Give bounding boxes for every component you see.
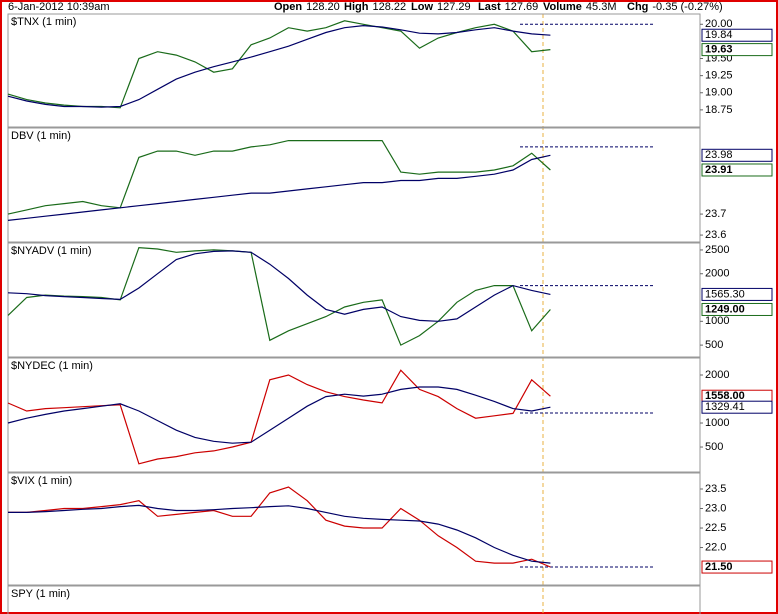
y-tick-label: 23.7 <box>705 208 726 220</box>
last-value-box <box>701 148 773 162</box>
last-value-label: 1329.41 <box>705 401 745 413</box>
header-label: Last <box>478 1 501 13</box>
last-value-label: 19.84 <box>705 29 733 41</box>
panel <box>7 242 701 358</box>
last-value-label: 23.91 <box>705 164 733 176</box>
last-value-label: 1558.00 <box>705 390 745 402</box>
y-tick-label: 1000 <box>705 315 729 327</box>
header-item: Chg -0.35 (-0.27%) <box>627 1 723 13</box>
last-value-label: 23.98 <box>705 149 733 161</box>
header-label: High <box>344 1 369 13</box>
y-tick-label: 1000 <box>705 417 729 429</box>
panel-title: DBV (1 min) <box>11 130 71 142</box>
header-item: High 128.22 <box>344 1 406 13</box>
header-item: Last 127.69 <box>478 1 538 13</box>
price-line <box>7 140 551 215</box>
last-value-box <box>701 43 773 57</box>
y-tick-label: 22.5 <box>705 522 726 534</box>
last-value-box <box>701 287 773 301</box>
header-value: 128.20 <box>306 1 340 13</box>
panel-title: SPY (1 min) <box>11 588 70 600</box>
panel-title: $VIX (1 min) <box>11 475 72 487</box>
last-value-box <box>701 400 773 414</box>
y-tick-label: 500 <box>705 441 723 453</box>
last-value-label: 1565.30 <box>705 288 745 300</box>
y-tick-label: 2000 <box>705 268 729 280</box>
last-value-box <box>701 28 773 42</box>
y-tick-label: 23.6 <box>705 229 726 241</box>
y-tick-label: 2000 <box>705 369 729 381</box>
header-value: 128.22 <box>372 1 406 13</box>
y-tick-label: 23.5 <box>705 483 726 495</box>
y-tick-label: 2500 <box>705 244 729 256</box>
panel-title: $NYDEC (1 min) <box>11 360 93 372</box>
date: 6-Jan-2012 10:39am <box>8 1 110 13</box>
header-value: 127.29 <box>437 1 471 13</box>
price-line <box>8 504 551 564</box>
panel <box>7 357 701 473</box>
header-item: Low 127.29 <box>411 1 471 13</box>
y-tick-label: 20.00 <box>705 18 733 30</box>
panel <box>7 472 701 586</box>
price-line <box>7 246 551 346</box>
last-value-label: 21.50 <box>705 561 733 573</box>
panel <box>7 585 701 614</box>
last-value-label: 1249.00 <box>705 303 745 315</box>
header-value: 45.3M <box>586 1 617 13</box>
panel-title: $NYADV (1 min) <box>11 245 91 257</box>
header-item: Open 128.20 <box>274 1 340 13</box>
y-tick-label: 18.75 <box>705 104 733 116</box>
price-line <box>8 486 551 568</box>
header-value: -0.35 (-0.27%) <box>652 1 722 13</box>
header-item: Volume 45.3M <box>543 1 617 13</box>
price-line <box>7 24 551 108</box>
panel-title: $TNX (1 min) <box>11 16 76 28</box>
header-label: Chg <box>627 1 648 13</box>
price-line <box>7 386 551 444</box>
y-tick-label: 500 <box>705 339 723 351</box>
last-value-label: 19.63 <box>705 44 733 56</box>
header-value: 127.69 <box>505 1 539 13</box>
last-value-box <box>701 302 773 316</box>
y-tick-label: 23.0 <box>705 502 726 514</box>
price-line <box>7 154 551 221</box>
panel <box>7 127 701 243</box>
header-label: Low <box>411 1 433 13</box>
price-line <box>7 250 551 322</box>
last-value-box <box>701 560 773 574</box>
header-label: Open <box>274 1 302 13</box>
header-label: Volume <box>543 1 582 13</box>
price-line <box>7 369 551 465</box>
y-tick-label: 19.25 <box>705 70 733 82</box>
y-tick-label: 19.00 <box>705 87 733 99</box>
panel <box>7 13 701 128</box>
last-value-box <box>701 163 773 177</box>
y-tick-label: 22.0 <box>705 541 726 553</box>
